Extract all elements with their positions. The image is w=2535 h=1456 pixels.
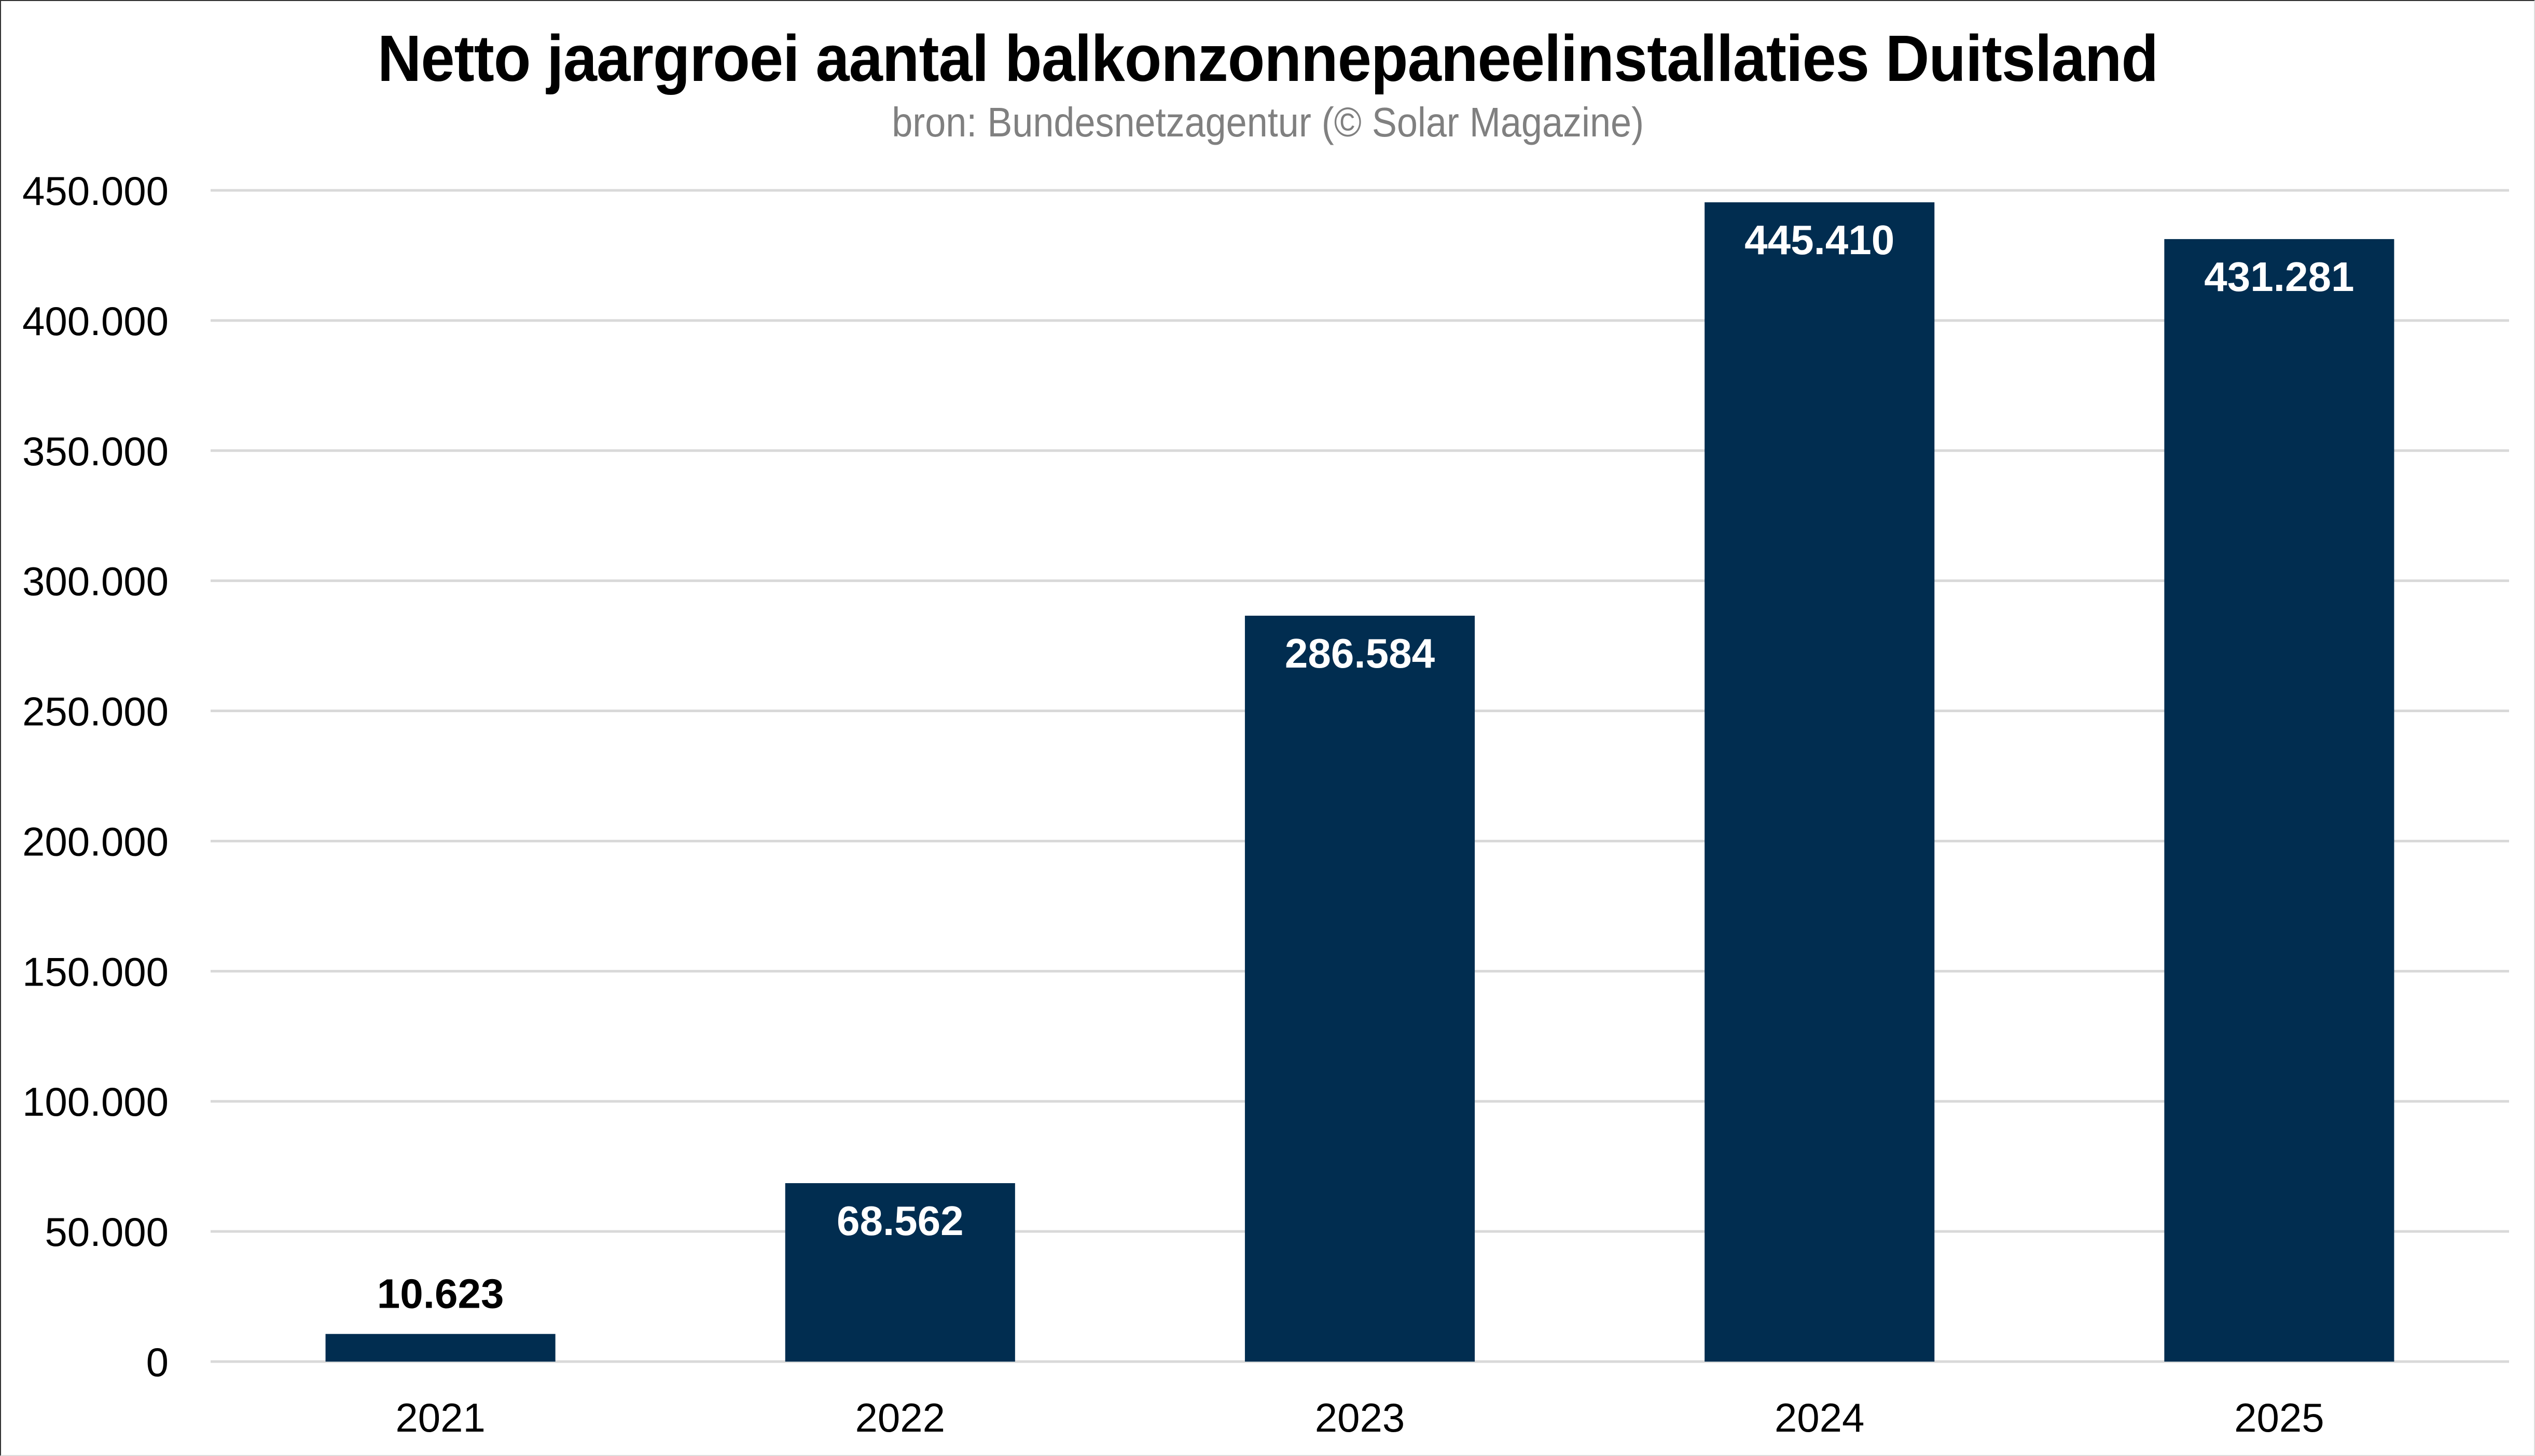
x-tick-label: 2025 xyxy=(2234,1395,2324,1440)
chart-title: Netto jaargroei aantal balkonzonnepaneel… xyxy=(377,22,2158,95)
y-tick-label: 350.000 xyxy=(22,428,169,474)
bar xyxy=(2164,239,2394,1362)
y-tick-label: 450.000 xyxy=(22,168,169,214)
data-label: 431.281 xyxy=(2204,254,2354,300)
x-tick-label: 2023 xyxy=(1315,1395,1405,1440)
y-tick-label: 0 xyxy=(146,1339,169,1385)
y-tick-label: 200.000 xyxy=(22,819,169,864)
x-tick-label: 2021 xyxy=(395,1395,486,1440)
bar xyxy=(325,1334,556,1362)
x-tick-label: 2022 xyxy=(855,1395,946,1440)
chart-subtitle: bron: Bundesnetzagentur (© Solar Magazin… xyxy=(892,99,1644,145)
y-tick-label: 400.000 xyxy=(22,298,169,344)
y-tick-label: 250.000 xyxy=(22,689,169,734)
bar xyxy=(785,1183,1015,1362)
x-tick-label: 2024 xyxy=(1775,1395,1865,1440)
bar xyxy=(1705,202,1935,1362)
data-label: 10.623 xyxy=(377,1271,504,1317)
y-tick-label: 150.000 xyxy=(22,949,169,994)
data-labels: 10.623 68.562 286.584 445.410 431.281 xyxy=(377,217,2354,1317)
data-label: 286.584 xyxy=(1285,630,1435,676)
y-tick-label: 300.000 xyxy=(22,559,169,604)
y-axis-ticks: 0 50.000 100.000 150.000 200.000 250.000 300.0… xyxy=(22,168,169,1385)
y-tick-label: 50.000 xyxy=(45,1209,169,1255)
bars xyxy=(325,202,2394,1362)
bar xyxy=(1244,615,1475,1362)
x-axis-ticks: 2021 2022 2023 2024 2025 xyxy=(395,1395,2324,1440)
data-label: 68.562 xyxy=(837,1198,964,1244)
data-label: 445.410 xyxy=(1744,217,1894,263)
y-tick-label: 100.000 xyxy=(22,1079,169,1125)
